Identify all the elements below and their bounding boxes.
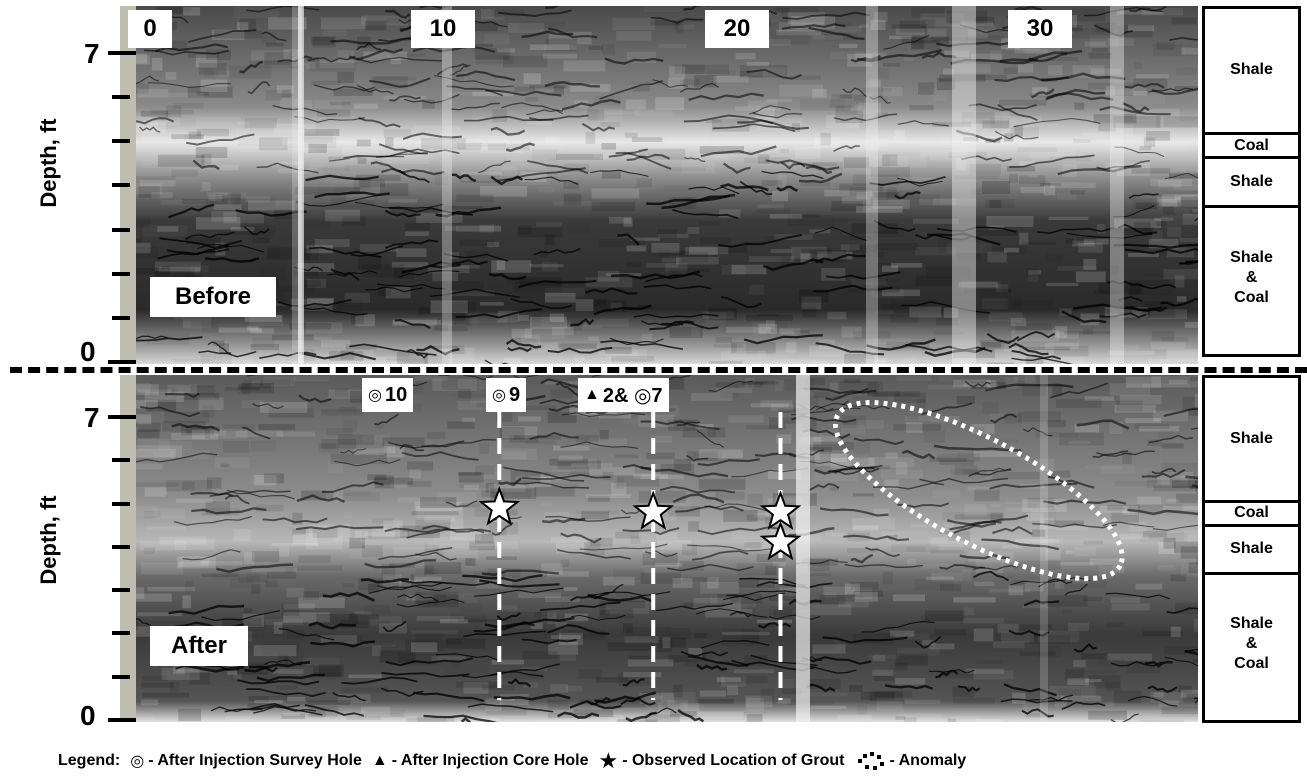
legend-prefix: Legend: [58,752,121,769]
lithology-column-before: Shale Coal Shale Shale & Coal [1202,6,1301,357]
radargram-before-image [120,6,1198,364]
lithology-layer: Shale [1205,378,1298,503]
depth-tick-bottom-before: 0 [80,336,96,367]
hole-label-9: ◎ 9 [486,378,527,412]
depth-tick-mark [112,271,130,276]
legend-anomaly-text: - Anomaly [889,752,967,769]
hole-label-9-text: 9 [508,383,521,406]
depth-tick-mark [108,415,136,419]
lithology-layer: Shale & Coal [1230,615,1273,673]
depth-tick-mark [112,458,130,463]
hole-label-10: ◎ 10 [362,378,414,412]
depth-tick-mark [112,183,130,188]
distance-label-30: 30 [1008,10,1072,48]
distance-label-20: 20 [705,10,769,48]
anomaly-icon [858,752,885,770]
before-after-divider [10,367,1307,373]
core-hole-icon: ▲ [584,386,600,403]
grout-star [478,486,521,526]
depth-tick-mark [108,360,136,364]
survey-hole-icon: ◎ [368,387,382,404]
lithology-layer: Shale [1205,527,1298,575]
legend: Legend: ◎ - After Injection Survey Hole … [58,748,966,774]
lithology-layer: Coal [1205,503,1298,527]
depth-tick-mark [112,501,130,506]
legend-core-text: - After Injection Core Hole [391,752,589,769]
radargram-before [120,6,1198,364]
lithology-layer: Shale & Coal [1230,248,1273,306]
hole-label-2-7-text: 2& ◎7 [602,384,663,407]
y-axis-label-before: Depth, ft [36,118,61,208]
depth-tick-mark [112,588,130,593]
grout-star [632,490,675,530]
legend-survey-text: - After Injection Survey Hole [148,752,362,769]
core-hole-icon: ▲ [371,752,388,769]
lithology-column-after: Shale Coal Shale Shale & Coal [1202,375,1301,723]
before-tag: Before [150,277,276,317]
depth-tick-mark [112,95,130,100]
radargram-after-image [120,375,1198,722]
lithology-layer: Shale [1205,159,1298,208]
y-axis-label-after: Depth, ft [36,495,61,585]
depth-tick-bottom-after: 0 [80,700,96,731]
after-tag: After [150,626,248,666]
lithology-layer: Shale [1205,9,1298,135]
survey-hole-icon: ◎ [130,753,145,770]
depth-tick-mark [112,139,130,144]
depth-tick-mark [112,315,130,320]
survey-hole-icon: ◎ [492,387,506,404]
legend-grout-text: - Observed Location of Grout [622,752,845,769]
radargram-after [120,375,1198,722]
distance-label-0: 0 [128,10,172,48]
depth-tick-top-after: 7 [84,402,100,433]
hole-label-2-7: ▲ 2& ◎7 [578,378,669,412]
depth-tick-mark [108,51,136,55]
grout-star [759,490,802,530]
depth-tick-mark [108,718,136,722]
grout-star-icon: ★ [598,748,619,773]
hole-label-10-text: 10 [384,383,408,406]
depth-tick-top-before: 7 [84,38,100,69]
depth-tick-mark [112,544,130,549]
depth-tick-mark [112,631,130,636]
distance-label-10: 10 [411,10,475,48]
lithology-layer: Coal [1205,135,1298,160]
grout-star [759,520,802,561]
depth-tick-mark [112,227,130,232]
depth-tick-mark [112,674,130,679]
